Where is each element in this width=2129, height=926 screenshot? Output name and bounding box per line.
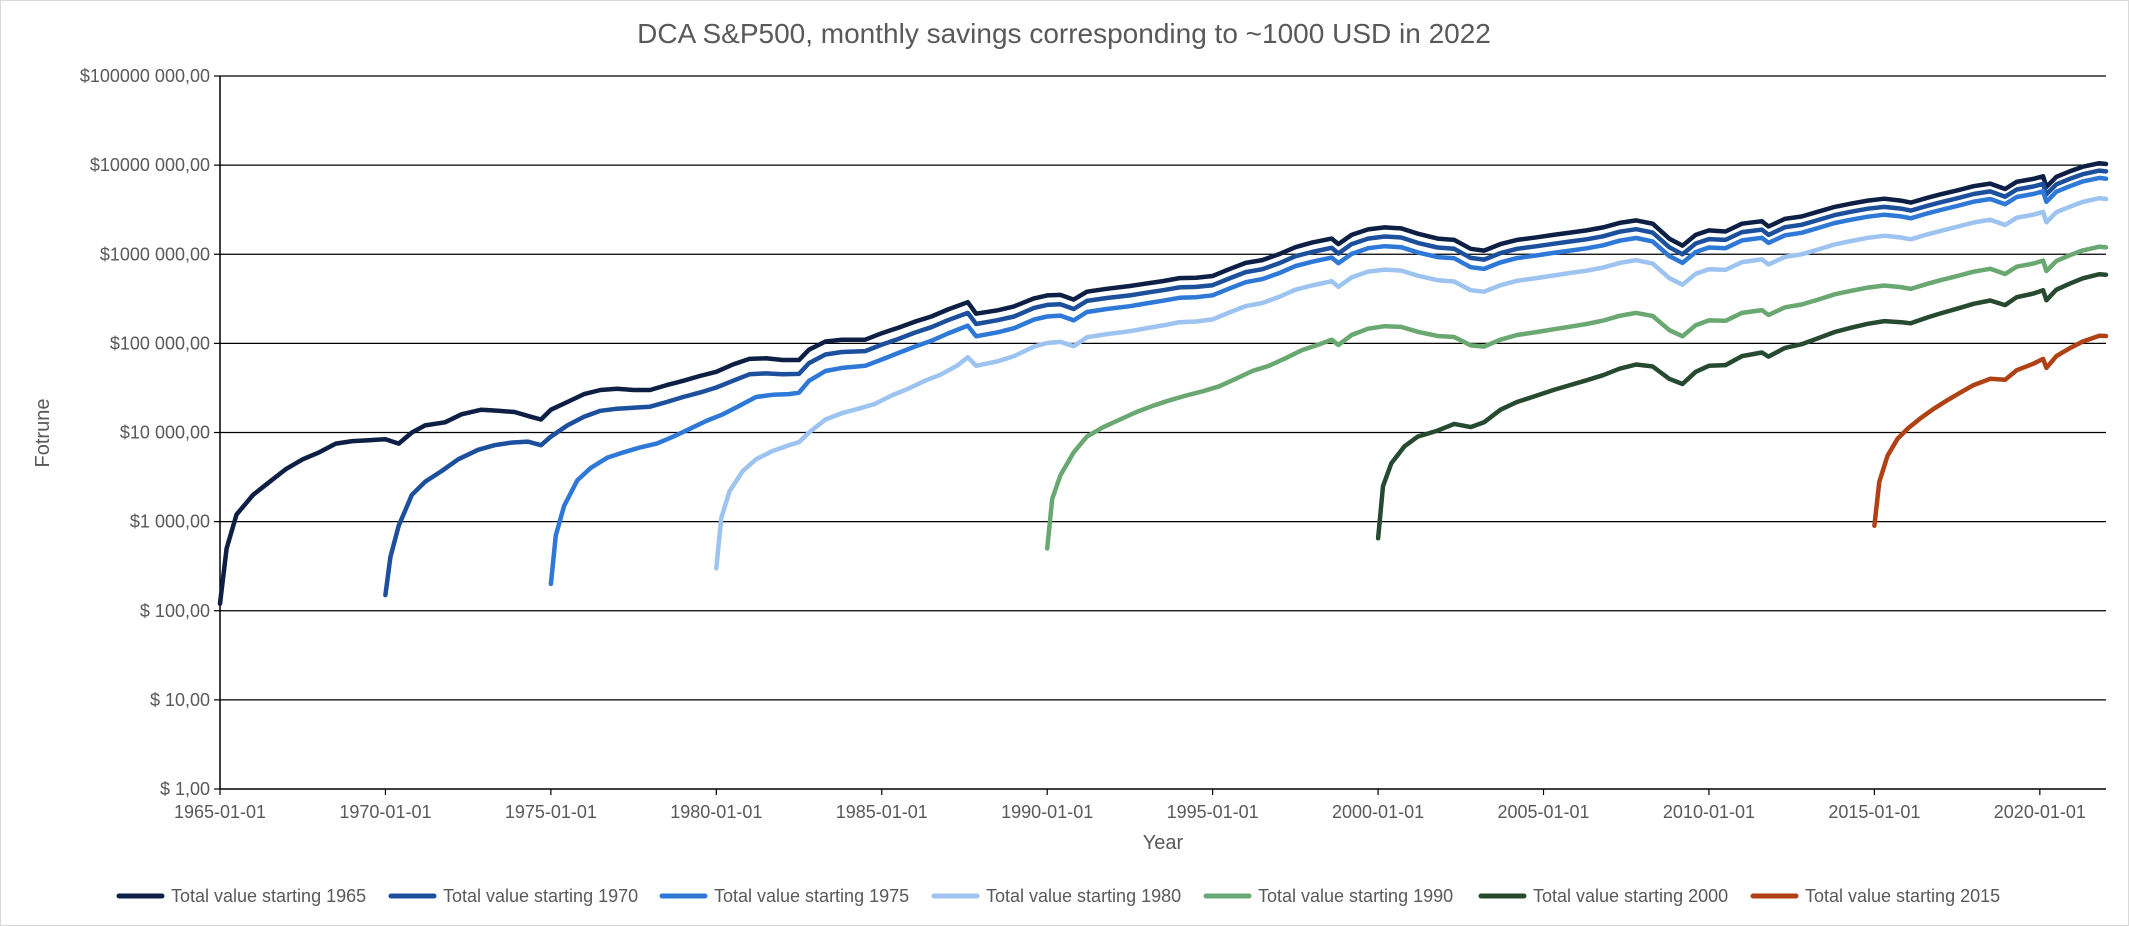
series-line-4 [1044,244,2109,551]
y-tick-label: $ 10,00 [150,690,210,710]
legend-label-4: Total value starting 1990 [1258,886,1453,906]
x-axis-ticks: 1965-01-01 1970-01-01 1975-01-01 1980-01-01… [174,789,2086,822]
legend-label-5: Total value starting 2000 [1533,886,1728,906]
series-line-0 [217,160,2109,606]
legend-label-0: Total value starting 1965 [171,886,366,906]
series-lines [217,160,2109,606]
y-tick-label: $ 1,00 [160,779,210,799]
x-tick-label: 2010-01-01 [1663,802,1755,822]
y-tick-label: $10000 000,00 [90,155,210,175]
series-line-5 [1375,271,2109,541]
gridlines [220,75,2106,701]
chart-title: DCA S&P500, monthly savings correspondin… [637,18,1491,49]
x-tick-label: 2020-01-01 [1994,802,2086,822]
y-tick-label: $100000 000,00 [80,66,210,86]
series-line-6 [1872,333,2109,528]
x-tick-label: 2000-01-01 [1332,802,1424,822]
y-tick-label: $1 000,00 [130,512,210,532]
legend-label-1: Total value starting 1970 [443,886,638,906]
x-tick-label: 1965-01-01 [174,802,266,822]
x-axis-title: Year [1143,832,1184,854]
x-tick-label: 2005-01-01 [1497,802,1589,822]
legend: Total value starting 1965 Total value sta… [116,886,2000,906]
x-tick-label: 1990-01-01 [1001,802,1093,822]
y-tick-label: $100 000,00 [110,333,210,353]
x-tick-label: 1975-01-01 [505,802,597,822]
x-tick-label: 1995-01-01 [1167,802,1259,822]
series-line-2 [548,175,2109,587]
series-line-1 [383,168,2109,598]
x-tick-label: 1985-01-01 [836,802,928,822]
x-tick-label: 1980-01-01 [670,802,762,822]
y-tick-label: $ 100,00 [140,601,210,621]
y-tick-label: $10 000,00 [120,423,210,443]
x-tick-label: 1970-01-01 [339,802,431,822]
legend-label-3: Total value starting 1980 [986,886,1181,906]
y-axis-title: Fotrune [32,399,54,468]
y-tick-label: $1000 000,00 [100,244,210,264]
legend-label-2: Total value starting 1975 [714,886,909,906]
x-tick-label: 2015-01-01 [1828,802,1920,822]
legend-label-6: Total value starting 2015 [1805,886,2000,906]
y-axis-ticks: $ 1,00 $ 10,00 $ 100,00 $1 000,00 $10 000,00… [80,66,220,799]
series-line-3 [714,195,2109,571]
